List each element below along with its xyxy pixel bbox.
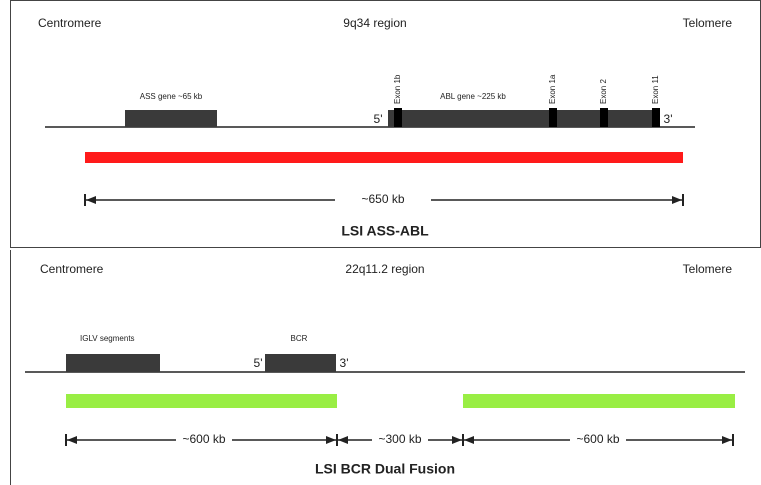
probe-bar [85,152,683,163]
label-bg [176,430,232,450]
five-prime: 5' [374,112,383,126]
gene-block [125,110,217,127]
label-bg [372,430,428,450]
five-prime: 5' [254,356,263,370]
telomere-label: Telomere [683,16,733,30]
telomere-label: Telomere [683,262,733,276]
label-bg [335,190,431,210]
gene-block [388,110,658,127]
exon [549,108,557,127]
centromere-label: Centromere [38,16,102,30]
span-label: ~600 kb [576,432,619,446]
exon-label: Exon 1a [548,74,557,104]
probe-bar [463,394,735,408]
gene-block [66,354,160,372]
three-prime: 3' [340,356,349,370]
gene-label: ABL gene ~225 kb [440,92,506,101]
gene-label: BCR [291,334,308,343]
exon [600,108,608,127]
probe-title: LSI ASS-ABL [341,223,429,239]
label-bg [570,430,626,450]
three-prime: 3' [664,112,673,126]
probe-title: LSI BCR Dual Fusion [315,461,455,477]
exon-label: Exon 1b [393,74,402,104]
gene-block [265,354,336,372]
span-label: ~300 kb [378,432,421,446]
gene-label: ASS gene ~65 kb [140,92,203,101]
exon-label: Exon 11 [651,75,660,104]
region-label: 22q11.2 region [345,262,424,276]
span-label: ~600 kb [182,432,225,446]
centromere-label: Centromere [40,262,104,276]
exon [394,108,402,127]
gene-label: IGLV segments [80,334,135,343]
span-label: ~650 kb [361,192,404,206]
probe-bar [66,394,337,408]
region-label: 9q34 region [343,16,406,30]
exon [652,108,660,127]
exon-label: Exon 2 [599,79,608,104]
